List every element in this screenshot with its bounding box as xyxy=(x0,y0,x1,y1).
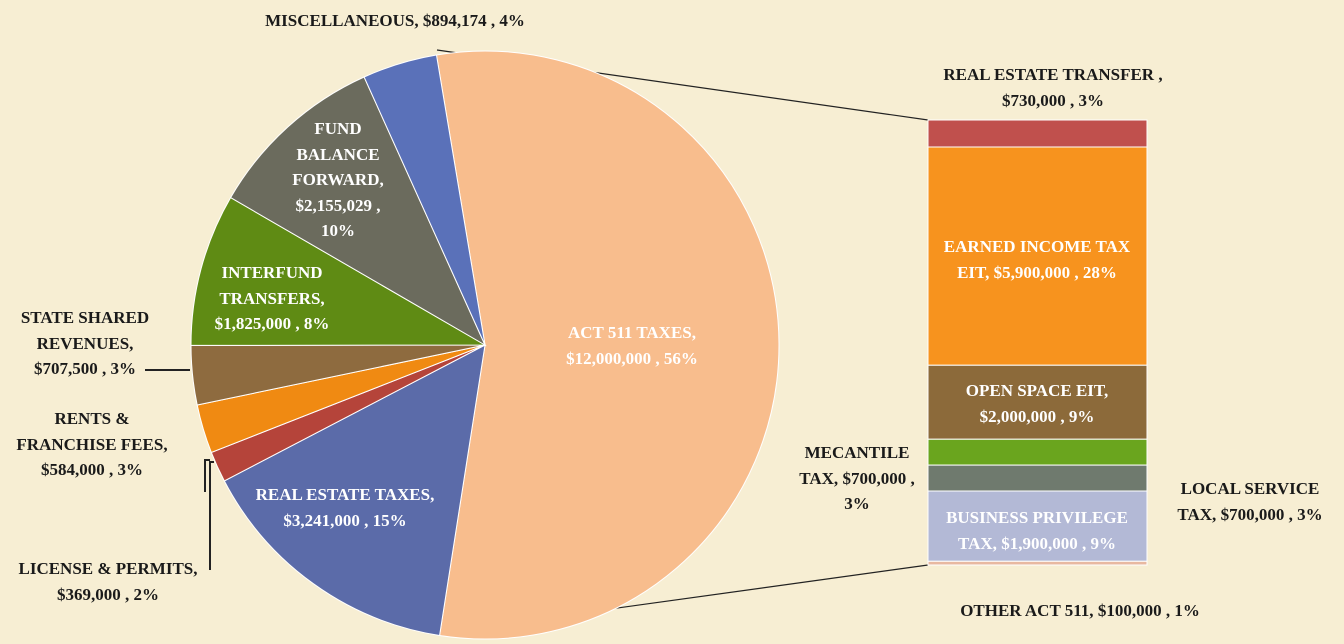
category-name: RENTS & FRANCHISE FEES, xyxy=(16,409,168,454)
data-label: OPEN SPACE EIT, $2,000,000 , 9% xyxy=(937,378,1137,429)
value-label: $3,241,000 , 15% xyxy=(283,510,407,530)
bar-segment xyxy=(927,464,1148,492)
category-name: FUND BALANCE FORWARD, xyxy=(292,119,384,189)
category-name: LICENSE & PERMITS, xyxy=(18,559,198,578)
data-label: BUSINESS PRIVILEGE TAX, $1,900,000 , 9% xyxy=(927,505,1147,556)
value-label: $2,000,000 , 9% xyxy=(979,406,1095,426)
value-label: $100,000 , 1% xyxy=(1097,601,1200,620)
bar-segment xyxy=(927,119,1148,148)
category-name: INTERFUND TRANSFERS, xyxy=(219,263,325,308)
value-label: $1,825,000 , 8% xyxy=(214,314,330,333)
data-label: LICENSE & PERMITS, $369,000 , 2% xyxy=(3,556,213,607)
category-name: REAL ESTATE TAXES, xyxy=(255,485,435,504)
data-label: FUND BALANCE FORWARD, $2,155,029 , 10% xyxy=(281,116,396,244)
category-name: EARNED INCOME TAX EIT, xyxy=(943,237,1131,282)
value-label: $1,900,000 , 9% xyxy=(1001,533,1116,553)
leader-line xyxy=(204,459,210,492)
value-label: $700,000 , 3% xyxy=(1220,504,1323,524)
bar-segment xyxy=(927,146,1148,366)
data-label: MECANTILE TAX, $700,000 , 3% xyxy=(792,440,922,517)
value-label: $700,000 , 3% xyxy=(842,468,915,514)
value-label: $894,174 , 4% xyxy=(422,11,525,30)
bar-segment xyxy=(927,560,1148,566)
category-name: OPEN SPACE EIT, xyxy=(965,381,1109,400)
data-label: RENTS & FRANCHISE FEES, $584,000 , 3% xyxy=(12,406,172,483)
pie-slice xyxy=(190,196,487,346)
data-label: STATE SHARED REVENUES, $707,500 , 3% xyxy=(5,305,165,382)
leader-line xyxy=(209,461,214,570)
category-name: MECANTILE TAX, xyxy=(799,443,910,488)
data-label: LOCAL SERVICE TAX, $700,000 , 3% xyxy=(1165,476,1335,527)
value-label: $369,000 , 2% xyxy=(57,584,159,604)
category-name: BUSINESS PRIVILEGE TAX, xyxy=(946,508,1128,553)
category-name: REAL ESTATE TRANSFER , xyxy=(943,65,1163,84)
pie-slice xyxy=(229,76,487,347)
category-name: ACT 511 TAXES, xyxy=(567,323,696,342)
pie-slice xyxy=(363,54,486,346)
pie-slice xyxy=(223,344,486,637)
data-label: OTHER ACT 511, $100,000 , 1% xyxy=(940,598,1220,624)
bar-segment xyxy=(927,364,1148,440)
category-name: OTHER ACT 511, xyxy=(960,601,1094,620)
data-label: MISCELLANEOUS, $894,174 , 4% xyxy=(250,8,540,34)
data-label: REAL ESTATE TAXES, $3,241,000 , 15% xyxy=(230,482,460,533)
value-label: $730,000 , 3% xyxy=(1002,90,1104,110)
value-label: $2,155,029 , 10% xyxy=(295,195,381,241)
category-name: STATE SHARED REVENUES, xyxy=(20,308,150,353)
bar-segment xyxy=(927,490,1148,562)
category-name: MISCELLANEOUS, xyxy=(265,11,419,30)
value-label: $707,500 , 3% xyxy=(34,359,136,378)
value-label: $584,000 , 3% xyxy=(41,460,143,479)
category-name: LOCAL SERVICE TAX, xyxy=(1177,479,1320,524)
value-label: $12,000,000 , 56% xyxy=(566,348,698,368)
bar-segment xyxy=(927,438,1148,466)
value-label: $5,900,000 , 28% xyxy=(993,262,1117,282)
data-label: EARNED INCOME TAX EIT, $5,900,000 , 28% xyxy=(927,234,1147,285)
data-label: ACT 511 TAXES, $12,000,000 , 56% xyxy=(532,320,732,371)
pie-slice xyxy=(435,50,780,640)
data-label: REAL ESTATE TRANSFER , $730,000 , 3% xyxy=(923,62,1183,113)
data-label: INTERFUND TRANSFERS, $1,825,000 , 8% xyxy=(187,260,357,337)
